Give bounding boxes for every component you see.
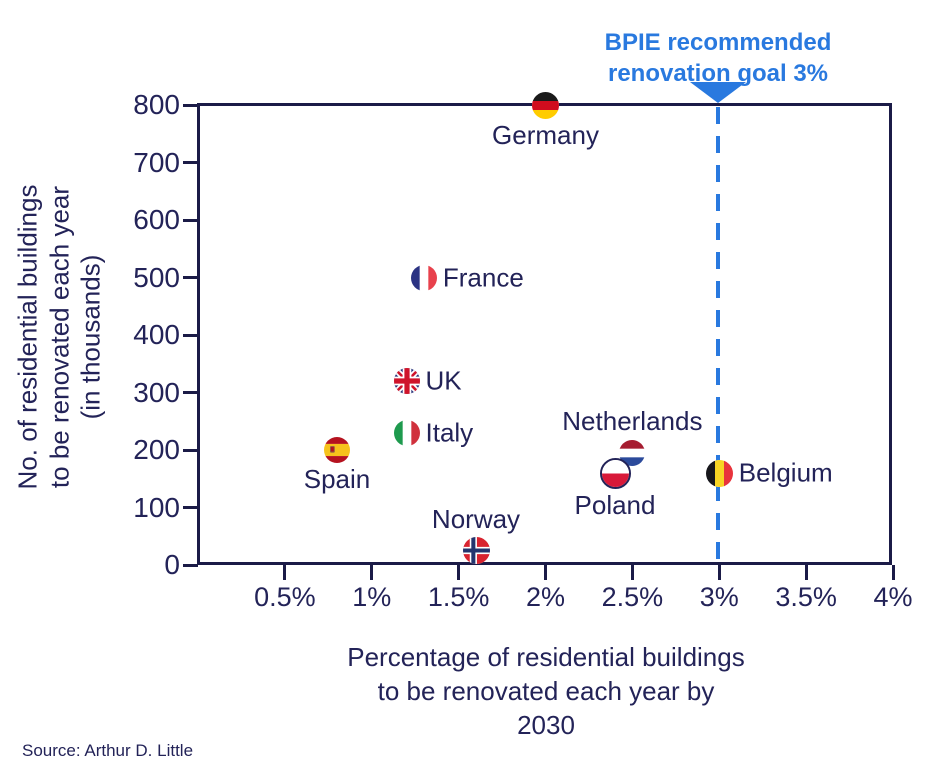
country-label-uk: UK (425, 365, 462, 396)
y-tick-mark (183, 506, 198, 509)
y-tick-mark (183, 448, 198, 452)
x-tick-label: 2% (525, 582, 566, 612)
x-tick-label: 1% (352, 582, 392, 612)
x-tick-label: 2.5% (601, 582, 664, 612)
y-tick-label: 0 (164, 549, 180, 580)
x-tick-label: 1.5% (427, 582, 490, 612)
country-label-italy: Italy (425, 417, 474, 448)
x-tick-mark (717, 565, 721, 580)
y-tick-mark (183, 563, 198, 567)
flag-france-icon (410, 264, 437, 291)
x-tick-mark (544, 565, 547, 580)
flag-uk-icon (393, 368, 420, 394)
country-label-belgium: Belgium (738, 457, 833, 488)
x-axis-title: Percentage of residential buildings to b… (347, 642, 745, 740)
flag-italy-icon (393, 419, 420, 446)
source-note: Source: Arthur D. Little (22, 741, 194, 760)
x-tick-mark (370, 565, 374, 580)
y-tick-label: 500 (133, 261, 180, 293)
country-label-norway: Norway (431, 503, 521, 534)
y-tick-label: 700 (133, 146, 180, 178)
flag-germany-icon (532, 91, 559, 119)
x-tick-mark (891, 565, 895, 580)
y-tick-label: 300 (133, 376, 180, 408)
country-label-france: France (442, 262, 524, 293)
flag-norway-icon (462, 537, 490, 565)
down-triangle-icon (690, 82, 746, 103)
x-tick-label: 3% (699, 582, 739, 612)
country-label-germany: Germany (492, 119, 599, 150)
y-tick-label: 600 (133, 204, 180, 235)
x-tick-label: 4% (873, 582, 913, 612)
flag-poland-icon (599, 457, 631, 489)
x-tick-label: 0.5% (254, 582, 316, 612)
y-tick-mark (183, 161, 198, 164)
y-tick-mark (183, 276, 198, 279)
reference-annotation-text: BPIE recommended renovation goal 3% (604, 29, 832, 88)
y-tick-label: 800 (133, 89, 180, 120)
country-label-poland: Poland (574, 489, 656, 520)
y-tick-label: 400 (133, 319, 180, 350)
reference-dashed-line (716, 107, 720, 564)
y-tick-label: 100 (133, 491, 180, 523)
y-tick-mark (183, 103, 198, 107)
x-tick-mark (804, 565, 808, 580)
country-label-netherlands: Netherlands (562, 406, 703, 437)
x-tick-label: 3.5% (775, 582, 837, 612)
x-tick-mark (283, 565, 287, 580)
y-tick-mark (183, 391, 198, 394)
flag-spain-icon (324, 437, 350, 463)
country-label-spain: Spain (303, 464, 371, 494)
flag-belgium-icon (705, 459, 733, 487)
x-tick-mark (630, 565, 634, 580)
x-tick-mark (457, 565, 461, 580)
y-tick-label: 200 (133, 434, 180, 465)
y-tick-mark (183, 333, 198, 337)
y-tick-mark (183, 218, 198, 222)
